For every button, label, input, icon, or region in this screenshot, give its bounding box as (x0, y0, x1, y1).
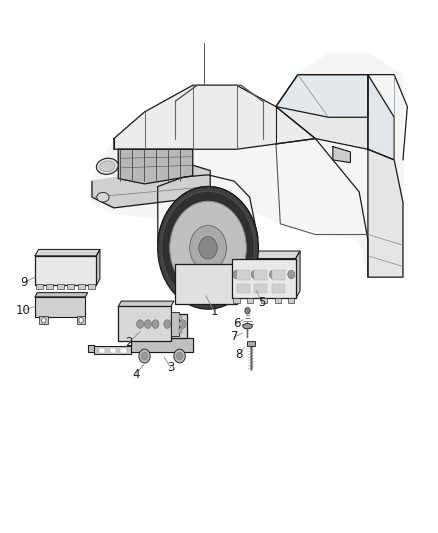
Circle shape (251, 270, 258, 279)
Polygon shape (131, 338, 193, 352)
Text: 9: 9 (20, 276, 28, 289)
Text: 1: 1 (211, 305, 219, 318)
Polygon shape (92, 165, 210, 208)
Bar (254, 270, 267, 280)
Circle shape (199, 237, 217, 259)
Bar (254, 284, 267, 293)
Text: 2: 2 (125, 336, 133, 349)
Bar (171, 312, 179, 336)
Bar (99, 348, 105, 353)
Circle shape (145, 320, 152, 328)
Text: 10: 10 (15, 304, 30, 317)
Polygon shape (118, 301, 174, 306)
Circle shape (170, 201, 246, 294)
FancyBboxPatch shape (118, 306, 171, 341)
Bar (110, 348, 116, 353)
Circle shape (162, 191, 254, 304)
FancyBboxPatch shape (136, 314, 160, 338)
Circle shape (288, 270, 295, 279)
Circle shape (42, 318, 46, 323)
Circle shape (233, 270, 240, 279)
Bar (39, 316, 48, 324)
FancyBboxPatch shape (35, 256, 96, 285)
Bar (237, 270, 250, 280)
Bar (179, 322, 182, 326)
FancyBboxPatch shape (163, 314, 187, 338)
Bar (247, 298, 253, 303)
Polygon shape (96, 249, 100, 285)
Polygon shape (368, 149, 403, 277)
Circle shape (152, 320, 159, 328)
Polygon shape (237, 257, 240, 304)
Polygon shape (88, 345, 94, 352)
Text: 7: 7 (230, 330, 238, 343)
Text: 6: 6 (233, 317, 240, 330)
Polygon shape (232, 251, 300, 259)
Circle shape (245, 308, 250, 314)
Polygon shape (276, 75, 368, 117)
Polygon shape (35, 293, 88, 297)
Bar (77, 316, 85, 324)
Circle shape (139, 349, 150, 363)
Polygon shape (276, 75, 368, 149)
Circle shape (137, 320, 144, 328)
Bar (46, 284, 53, 289)
Circle shape (174, 349, 185, 363)
Ellipse shape (243, 324, 252, 329)
Polygon shape (118, 149, 193, 184)
Polygon shape (333, 147, 350, 163)
Polygon shape (175, 257, 240, 264)
Text: 8: 8 (235, 348, 242, 361)
FancyBboxPatch shape (232, 259, 296, 298)
Circle shape (79, 318, 83, 323)
Ellipse shape (97, 192, 109, 202)
Circle shape (179, 320, 186, 328)
Bar (120, 348, 127, 353)
FancyBboxPatch shape (35, 297, 85, 317)
Circle shape (177, 352, 183, 360)
Bar (275, 298, 281, 303)
Bar (36, 284, 43, 289)
Circle shape (158, 187, 258, 309)
Ellipse shape (96, 158, 118, 174)
Ellipse shape (100, 161, 115, 172)
Circle shape (141, 352, 148, 360)
Bar (261, 298, 267, 303)
Polygon shape (296, 251, 300, 298)
Bar (88, 284, 95, 289)
FancyBboxPatch shape (175, 264, 237, 304)
Bar (179, 329, 182, 333)
Circle shape (190, 225, 226, 270)
Polygon shape (368, 75, 394, 160)
Polygon shape (114, 85, 315, 149)
Bar (78, 284, 85, 289)
Polygon shape (35, 249, 100, 256)
Polygon shape (92, 53, 403, 277)
Bar (288, 298, 294, 303)
Circle shape (269, 270, 276, 279)
Circle shape (172, 320, 179, 328)
Bar (237, 284, 250, 293)
Text: 5: 5 (258, 296, 265, 309)
Circle shape (164, 320, 171, 328)
Text: 3: 3 (167, 361, 174, 374)
Bar (272, 270, 285, 280)
Text: 4: 4 (132, 368, 140, 381)
Bar (272, 284, 285, 293)
Bar (233, 298, 240, 303)
Polygon shape (94, 346, 131, 354)
Bar (67, 284, 74, 289)
Bar (179, 315, 182, 319)
Bar (57, 284, 64, 289)
Bar (247, 341, 255, 346)
